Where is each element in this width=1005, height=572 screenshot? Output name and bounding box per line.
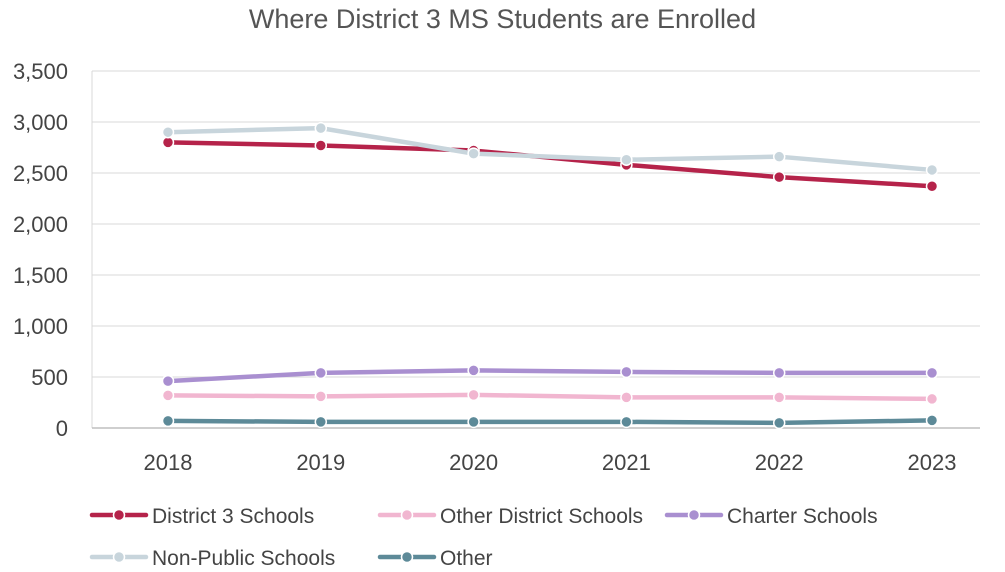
data-point bbox=[620, 391, 633, 404]
x-tick-label: 2019 bbox=[296, 450, 345, 475]
data-point bbox=[314, 366, 328, 380]
data-point bbox=[620, 365, 633, 379]
legend-item: Non-Public Schools bbox=[89, 547, 335, 570]
legend-swatch-marker bbox=[112, 508, 126, 522]
series-line bbox=[165, 368, 935, 384]
data-point bbox=[925, 414, 939, 427]
series-line bbox=[165, 392, 935, 402]
y-tick-label: 0 bbox=[56, 416, 68, 441]
data-point bbox=[314, 121, 328, 135]
y-tick-label: 1,000 bbox=[13, 314, 68, 339]
data-point bbox=[772, 170, 786, 184]
data-point bbox=[161, 136, 175, 149]
data-point bbox=[925, 163, 939, 177]
x-tick-label: 2018 bbox=[144, 450, 193, 475]
legend-label: Charter Schools bbox=[727, 505, 878, 528]
series-line bbox=[165, 125, 935, 173]
data-point bbox=[161, 374, 175, 388]
data-point bbox=[161, 125, 175, 139]
series-line bbox=[165, 140, 935, 189]
legend-swatch-marker bbox=[400, 550, 414, 564]
x-tick-label: 2020 bbox=[449, 450, 498, 475]
legend-item: Charter Schools bbox=[664, 505, 878, 528]
y-tick-label: 2,000 bbox=[13, 212, 68, 237]
y-tick-label: 1,500 bbox=[13, 263, 68, 288]
series-charter-schools bbox=[161, 364, 939, 388]
data-point bbox=[772, 150, 786, 163]
y-tick-label: 2,500 bbox=[13, 161, 68, 186]
data-point bbox=[467, 147, 480, 160]
y-tick-label: 500 bbox=[31, 365, 68, 390]
series-other-district-schools bbox=[161, 388, 939, 406]
legend-item: Other District Schools bbox=[377, 505, 643, 528]
data-point bbox=[467, 415, 480, 429]
legend-label: Non-Public Schools bbox=[152, 547, 335, 570]
legend-item: Other bbox=[377, 547, 493, 570]
data-point bbox=[925, 392, 939, 406]
series-non-public-schools bbox=[161, 121, 939, 177]
data-point bbox=[772, 391, 786, 404]
data-point bbox=[314, 390, 328, 403]
data-point bbox=[772, 366, 786, 380]
series-line bbox=[165, 418, 935, 426]
legend-swatch-marker bbox=[112, 550, 126, 564]
data-point bbox=[467, 364, 480, 377]
data-point bbox=[772, 416, 786, 430]
x-tick-label: 2021 bbox=[602, 450, 651, 475]
legend-label: District 3 Schools bbox=[152, 505, 314, 528]
data-point bbox=[161, 414, 175, 428]
data-point bbox=[161, 389, 175, 402]
data-point bbox=[467, 388, 480, 402]
data-point bbox=[620, 153, 633, 166]
data-point bbox=[314, 139, 328, 152]
legend-label: Other District Schools bbox=[440, 505, 643, 528]
x-tick-label: 2022 bbox=[755, 450, 804, 475]
legend-swatch-marker bbox=[687, 508, 701, 522]
legend-item: District 3 Schools bbox=[89, 505, 314, 528]
data-point bbox=[314, 415, 328, 429]
y-tick-label: 3,500 bbox=[13, 59, 68, 84]
data-point bbox=[925, 366, 939, 380]
y-tick-label: 3,000 bbox=[13, 110, 68, 135]
series-district-3-schools bbox=[161, 136, 939, 193]
chart-title: Where District 3 MS Students are Enrolle… bbox=[248, 4, 757, 34]
series-other bbox=[161, 414, 939, 430]
legend-swatch-marker bbox=[400, 508, 414, 522]
data-point bbox=[620, 415, 633, 429]
legend-label: Other bbox=[440, 547, 493, 570]
data-point bbox=[925, 180, 939, 193]
x-tick-label: 2023 bbox=[908, 450, 957, 475]
